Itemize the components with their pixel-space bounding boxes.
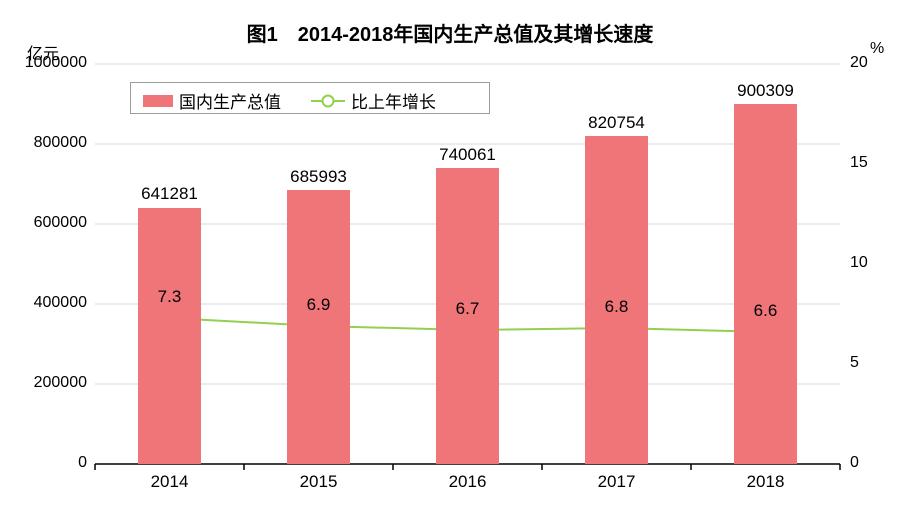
y-right-unit: %: [870, 40, 884, 58]
legend-label-line: 比上年增长: [351, 88, 436, 113]
y-right-tick-label: 0: [850, 454, 859, 472]
x-tick-label: 2014: [151, 472, 189, 492]
y-left-tick-label: 600000: [34, 214, 87, 232]
line-value-label: 6.9: [307, 295, 331, 315]
line-value-label: 7.3: [158, 287, 182, 307]
y-left-tick-label: 200000: [34, 374, 87, 392]
bar-value-label: 820754: [588, 113, 645, 133]
bar-value-label: 685993: [290, 167, 347, 187]
chart-title: 图1 2014-2018年国内生产总值及其增长速度: [0, 18, 900, 47]
bar-value-label: 641281: [141, 184, 198, 204]
x-tick-label: 2018: [747, 472, 785, 492]
bar-value-label: 900309: [737, 81, 794, 101]
y-left-tick-label: 400000: [34, 294, 87, 312]
line-value-label: 6.8: [605, 297, 629, 317]
y-right-tick-label: 5: [850, 354, 859, 372]
y-right-tick-label: 20: [850, 54, 868, 72]
x-tick-label: 2017: [598, 472, 636, 492]
y-right-tick-label: 10: [850, 254, 868, 272]
legend: 国内生产总值 比上年增长: [130, 82, 490, 114]
legend-item-line: 比上年增长: [311, 88, 436, 113]
line-value-label: 6.7: [456, 299, 480, 319]
bar: [287, 190, 350, 464]
y-right-tick-label: 15: [850, 154, 868, 172]
bar-value-label: 740061: [439, 145, 496, 165]
x-tick-label: 2016: [449, 472, 487, 492]
bar: [734, 104, 797, 464]
y-left-tick-label: 1000000: [25, 54, 87, 72]
x-tick-label: 2015: [300, 472, 338, 492]
plot-area: 641281 685993 740061 820754 900309 7.3 6.9 6.7 6…: [95, 64, 840, 464]
bar: [138, 208, 201, 465]
legend-item-bar: 国内生产总值: [143, 88, 281, 113]
chart-container: 图1 2014-2018年国内生产总值及其增长速度 亿元 % 641281685…: [0, 0, 900, 509]
line-value-label: 6.6: [754, 301, 778, 321]
y-left-tick-label: 800000: [34, 134, 87, 152]
legend-label-bar: 国内生产总值: [179, 88, 281, 113]
y-left-tick-label: 0: [78, 454, 87, 472]
legend-line-marker-icon: [311, 94, 345, 108]
legend-swatch-icon: [143, 95, 173, 107]
